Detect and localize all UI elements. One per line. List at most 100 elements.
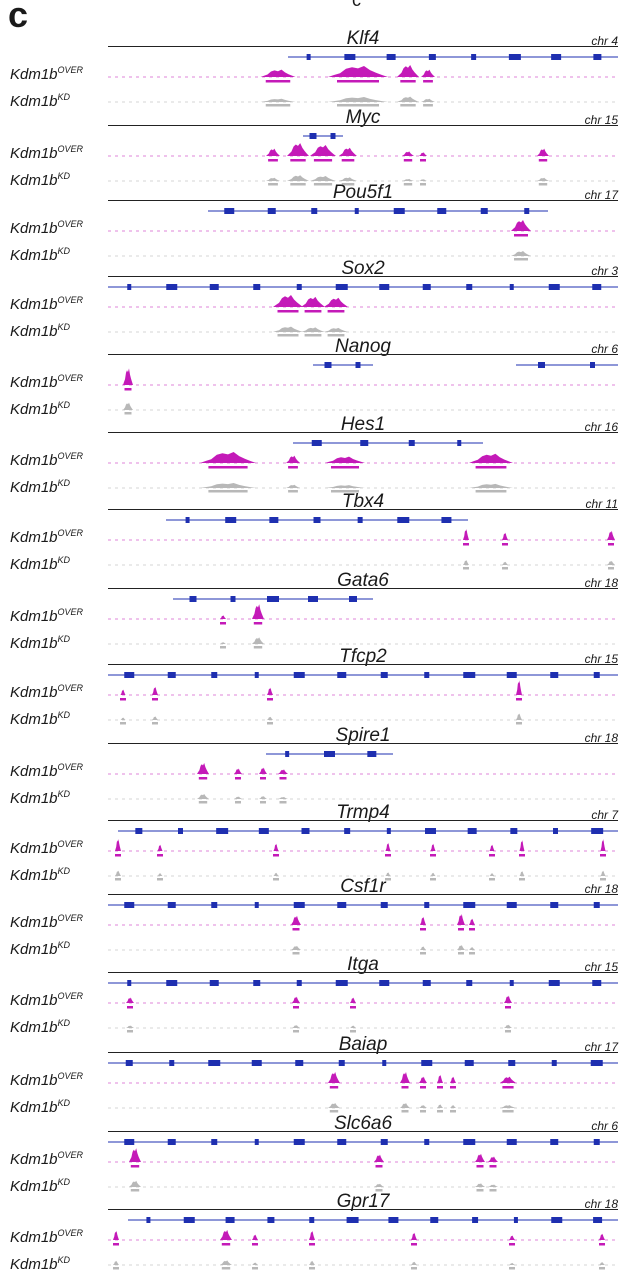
- overexpression-peak-call: [208, 466, 248, 469]
- knockdown-peak-call: [252, 1267, 258, 1270]
- overexpression-peak: [259, 767, 267, 774]
- knockdown-peak-call: [608, 567, 614, 570]
- gene-model-exon: [357, 517, 363, 523]
- gene-model-exon: [211, 1139, 218, 1145]
- gene-model-exon: [425, 828, 436, 834]
- gene-model-exon: [313, 517, 321, 523]
- knockdown-peak: [200, 483, 256, 488]
- overexpression-peak: [328, 1072, 340, 1083]
- gene-model-exon: [209, 980, 219, 986]
- knockdown-peak: [129, 1180, 141, 1187]
- overexpression-peak: [421, 69, 435, 77]
- gene-model-exon: [422, 284, 431, 290]
- chromosome-label: chr 15: [584, 652, 618, 666]
- overexpression-peak-call: [198, 777, 208, 780]
- gene-model-exon: [590, 362, 595, 368]
- overexpression-peak: [278, 769, 288, 774]
- chromosome-label: chr 4: [591, 34, 618, 48]
- knockdown-peak: [328, 97, 388, 102]
- gene-model-exon: [553, 828, 558, 834]
- knockdown-peak-call: [489, 1189, 497, 1192]
- overexpression-peak-call: [235, 777, 241, 780]
- overexpression-peak: [475, 1153, 485, 1162]
- gene-model-exon: [309, 1217, 315, 1223]
- gene-model-exon: [593, 1217, 603, 1223]
- knockdown-peak: [469, 483, 513, 488]
- knockdown-peak: [511, 251, 531, 256]
- chromosome-label: chr 18: [584, 576, 618, 590]
- overexpression-peak: [123, 368, 133, 385]
- knockdown-peak: [488, 1184, 498, 1187]
- knockdown-peak-call: [235, 801, 241, 804]
- knockdown-peak: [197, 794, 209, 799]
- signal-tracks: [108, 208, 618, 261]
- overexpression-peak: [220, 1229, 232, 1240]
- gene-model-exon: [324, 751, 335, 757]
- gene-model-exon: [167, 902, 176, 908]
- gene-model-exon: [355, 362, 361, 368]
- overexpression-peak: [267, 687, 273, 695]
- gene-model-exon: [208, 1060, 221, 1066]
- knockdown-peak-call: [279, 801, 287, 804]
- overexpression-peak-call: [329, 1086, 339, 1089]
- overexpression-peak: [252, 1234, 258, 1240]
- gene-model-exon: [457, 440, 462, 446]
- gene-model-exon: [344, 828, 351, 834]
- overexpression-peak-call: [401, 1086, 409, 1089]
- overexpression-peak-call: [290, 159, 306, 162]
- knockdown-peak: [411, 1261, 417, 1265]
- gene-model-exon: [467, 828, 477, 834]
- overexpression-peak-call: [502, 543, 508, 546]
- gene-model-exon: [386, 54, 396, 60]
- gene-model-exon: [211, 672, 218, 678]
- knockdown-peak: [260, 98, 296, 102]
- gene-model-exon: [338, 1060, 345, 1066]
- overexpression-peak-call: [267, 698, 273, 701]
- gene-model-exon: [379, 284, 390, 290]
- gene-model-exon: [388, 1217, 399, 1223]
- overexpression-peak: [437, 1074, 443, 1083]
- gene-model-exon: [166, 980, 178, 986]
- knockdown-peak-call: [265, 104, 291, 107]
- gene-model-exon: [548, 284, 560, 290]
- overexpression-peak-call: [385, 854, 391, 857]
- knockdown-peak: [519, 871, 525, 876]
- gene-model-exon: [379, 980, 390, 986]
- knockdown-peak-call: [304, 334, 322, 337]
- gene-name: Klf4: [346, 28, 380, 49]
- locus-row-klf4: Klf4 chr 4 Kdm1bOVER Kdm1bKD: [0, 28, 623, 110]
- overexpression-peak: [488, 1156, 498, 1162]
- overexpression-peak-call: [350, 1006, 356, 1009]
- knockdown-peak-call: [519, 878, 525, 881]
- chromosome-label: chr 6: [591, 1119, 618, 1133]
- locus-row-itga: Itga chr 15 Kdm1bOVER Kdm1bKD: [0, 954, 623, 1036]
- overexpression-peak-call: [600, 854, 606, 857]
- knockdown-peak-call: [400, 104, 416, 107]
- gene-model-exon: [293, 1139, 305, 1145]
- knockdown-peak-call: [469, 952, 475, 955]
- gene-model-exon: [330, 133, 336, 139]
- signal-tracks: [108, 1217, 618, 1270]
- knockdown-peak: [252, 637, 264, 644]
- chromosome-label: chr 7: [591, 808, 618, 822]
- gene-model-exon: [593, 902, 600, 908]
- gene-model-exon: [472, 1217, 479, 1223]
- overexpression-peak: [397, 65, 419, 77]
- gene-name: Trmp4: [336, 802, 390, 823]
- gene-model-exon: [360, 440, 369, 446]
- track-label-overexpression: Kdm1bOVER: [10, 373, 84, 391]
- overexpression-peak-call: [502, 1086, 514, 1089]
- knockdown-peak: [475, 1183, 485, 1187]
- overexpression-peak: [301, 296, 325, 307]
- overexpression-peak: [197, 763, 209, 774]
- knockdown-peak-call: [120, 722, 126, 725]
- track-label-knockdown: Kdm1bKD: [10, 1177, 71, 1195]
- gene-name: Sox2: [341, 258, 385, 279]
- signal-tracks: [108, 133, 618, 186]
- knockdown-peak: [537, 177, 549, 181]
- overexpression-peak: [500, 1076, 516, 1083]
- gene-model-exon: [509, 284, 514, 290]
- track-separator: [108, 276, 618, 277]
- knockdown-peak: [419, 179, 427, 181]
- track-separator: [108, 1131, 618, 1132]
